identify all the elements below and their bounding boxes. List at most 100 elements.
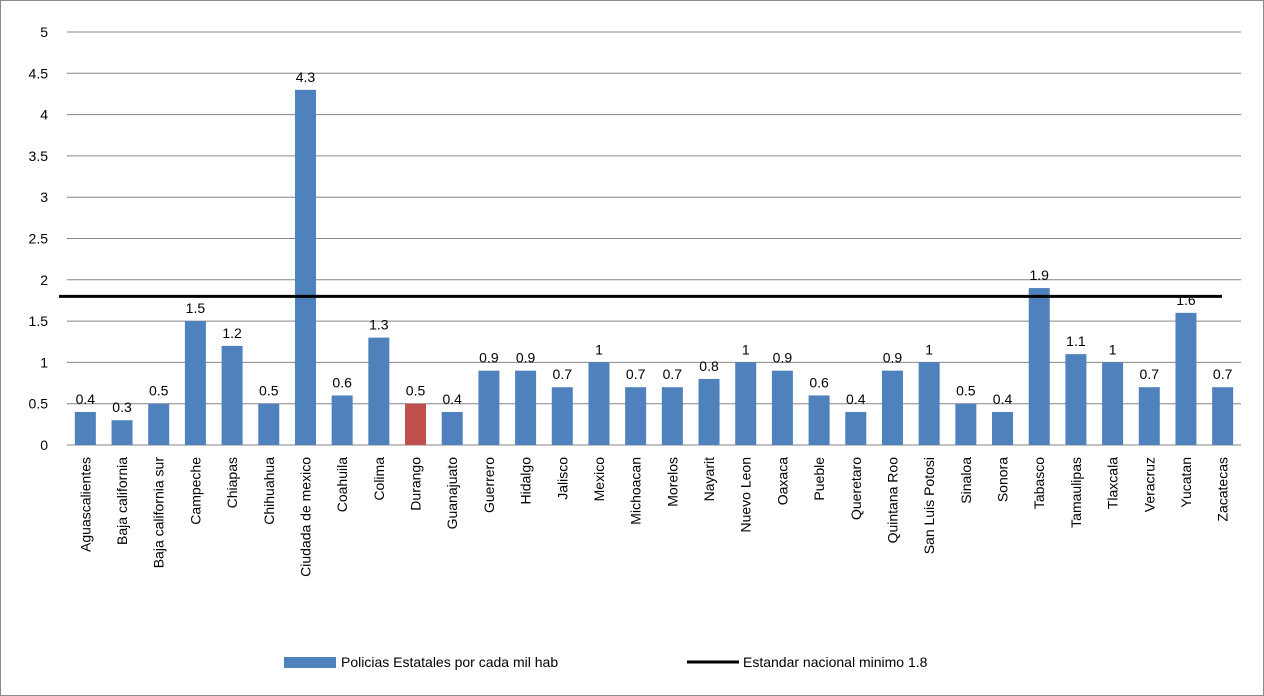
x-tick-label: Quintana Roo xyxy=(884,457,900,544)
x-axis-tick-labels: Aguascalientes Baja california Baja califo… xyxy=(77,457,1230,577)
y-tick-label: 3.5 xyxy=(29,148,49,164)
bar xyxy=(515,370,537,445)
data-label: 1 xyxy=(925,341,933,357)
x-tick-label: Sinaloa xyxy=(958,457,974,504)
legend-label-bars: Policias Estatales por cada mil hab xyxy=(341,654,558,670)
data-label: 0.5 xyxy=(956,383,976,399)
y-tick-label: 5 xyxy=(40,24,48,40)
data-label: 0.4 xyxy=(993,391,1013,407)
bar xyxy=(845,411,867,445)
data-label: 1.6 xyxy=(1176,292,1196,308)
data-label: 0.4 xyxy=(442,391,462,407)
data-label: 0.8 xyxy=(699,358,719,374)
x-tick-label: Nayarit xyxy=(701,457,717,501)
bar xyxy=(258,403,280,445)
y-tick-label: 1.5 xyxy=(29,313,49,329)
legend-label-reference-line: Estandar nacional minimo 1.8 xyxy=(743,654,928,670)
data-labels: 0.4 0.3 0.5 1.5 1.2 0.5 4.3 0.6 1.3 0.5 0.4 0.9 0.9 0… xyxy=(76,69,1233,415)
data-label: 0.9 xyxy=(479,350,499,366)
x-tick-label: Guanajuato xyxy=(444,457,460,530)
x-tick-label: Tabasco xyxy=(1031,457,1047,509)
x-tick-label: Campeche xyxy=(187,457,203,525)
bar xyxy=(551,387,573,445)
bar xyxy=(1065,354,1087,445)
bar xyxy=(1138,387,1160,445)
bar xyxy=(588,362,610,445)
x-tick-label: Aguascalientes xyxy=(77,457,93,552)
data-label: 0.6 xyxy=(809,374,829,390)
bar xyxy=(331,395,353,445)
data-label: 1.5 xyxy=(186,300,206,316)
y-tick-label: 2 xyxy=(40,272,48,288)
x-tick-label: Jalisco xyxy=(554,457,570,500)
data-label: 0.7 xyxy=(553,366,573,382)
x-tick-label: Michoacan xyxy=(628,457,644,525)
gridlines xyxy=(67,31,1241,446)
y-tick-label: 1 xyxy=(40,354,48,370)
data-label: 0.7 xyxy=(1140,366,1160,382)
y-tick-label: 3 xyxy=(40,189,48,205)
bar xyxy=(111,420,133,445)
bar xyxy=(74,411,96,445)
x-tick-label: Tamaulipas xyxy=(1068,457,1084,528)
x-tick-label: Mexico xyxy=(591,457,607,502)
x-tick-label: Chihuahua xyxy=(261,457,277,525)
bar xyxy=(1102,362,1124,445)
bar xyxy=(992,411,1014,445)
x-tick-label: Ciudada de mexico xyxy=(297,457,313,577)
bar xyxy=(184,321,206,445)
x-tick-label: Chiapas xyxy=(224,457,240,508)
data-label: 0.9 xyxy=(516,350,536,366)
bar xyxy=(881,370,903,445)
bars xyxy=(74,89,1234,445)
data-label: 0.5 xyxy=(259,383,279,399)
x-tick-label: Morelos xyxy=(664,457,680,507)
x-tick-label: Tlaxcala xyxy=(1105,457,1121,509)
x-tick-label: Oaxaca xyxy=(774,457,790,505)
legend: Policias Estatales por cada mil hab Esta… xyxy=(284,654,928,670)
bar xyxy=(661,387,683,445)
y-tick-label: 2.5 xyxy=(29,231,49,247)
y-tick-label: 4 xyxy=(40,107,48,123)
data-label: 0.6 xyxy=(332,374,352,390)
bar xyxy=(808,395,830,445)
x-tick-label: San Luis Potosi xyxy=(921,457,937,554)
bar xyxy=(294,89,316,445)
y-tick-label: 0.5 xyxy=(29,396,49,412)
data-label: 0.9 xyxy=(773,350,793,366)
data-label: 0.4 xyxy=(846,391,866,407)
x-tick-label: Pueble xyxy=(811,457,827,501)
bar xyxy=(771,370,793,445)
x-tick-label: Coahuila xyxy=(334,457,350,512)
data-label: 1.1 xyxy=(1066,333,1086,349)
data-label: 0.5 xyxy=(149,383,169,399)
data-label: 1.9 xyxy=(1029,267,1049,283)
legend-swatch-bars xyxy=(284,657,336,668)
y-tick-label: 4.5 xyxy=(29,65,49,81)
x-tick-label: Zacatecas xyxy=(1215,457,1231,522)
data-label: 0.7 xyxy=(626,366,646,382)
data-label: 0.7 xyxy=(1213,366,1233,382)
bar xyxy=(148,403,170,445)
bar xyxy=(405,403,427,445)
data-label: 0.9 xyxy=(883,350,903,366)
x-tick-label: Nuevo Leon xyxy=(738,457,754,533)
data-label: 1.2 xyxy=(222,325,242,341)
y-tick-label: 0 xyxy=(40,437,48,453)
data-label: 4.3 xyxy=(296,69,316,85)
data-label: 1 xyxy=(742,341,750,357)
x-tick-label: Yucatan xyxy=(1178,457,1194,508)
data-label: 0.7 xyxy=(663,366,683,382)
bar xyxy=(955,403,977,445)
x-tick-label: Veracruz xyxy=(1141,457,1157,512)
bar xyxy=(221,345,243,445)
x-tick-label: Queretaro xyxy=(848,457,864,520)
bar xyxy=(698,378,720,445)
bar xyxy=(735,362,757,445)
x-tick-label: Baja california sur xyxy=(151,457,167,569)
bar xyxy=(368,337,390,445)
x-tick-label: Hidalgo xyxy=(518,457,534,505)
x-tick-label: Sonora xyxy=(995,457,1011,502)
